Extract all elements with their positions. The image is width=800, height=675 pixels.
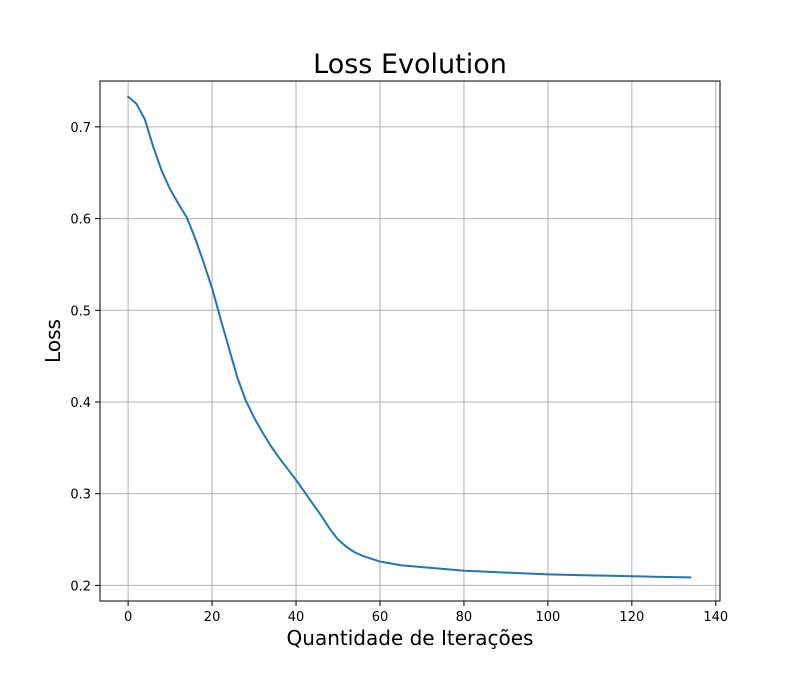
y-tick-label: 0.7	[70, 121, 91, 136]
tick-layer: 0 20 40 60 80 100 120 140 0.2 0.3 0.4 0.5 0.6 0.7	[70, 121, 728, 625]
y-tick-label: 0.6	[70, 213, 91, 228]
plot-frame	[99, 80, 721, 602]
x-tick-label: 0	[124, 610, 132, 625]
x-tick-label: 60	[372, 610, 389, 625]
x-tick-label: 80	[456, 610, 473, 625]
y-axis-label: Loss	[41, 319, 65, 363]
x-axis-label: Quantidade de Iterações	[287, 626, 534, 650]
x-tick-label: 20	[204, 610, 221, 625]
loss-series-line	[127, 95, 692, 579]
y-tick-label: 0.4	[70, 396, 91, 411]
series-layer	[127, 95, 692, 579]
x-tick-label: 100	[535, 610, 560, 625]
y-tick-label: 0.2	[70, 579, 91, 594]
x-tick-label: 120	[619, 610, 644, 625]
grid-lines	[100, 81, 720, 601]
chart-title: Loss Evolution	[313, 49, 507, 80]
x-tick-label: 40	[288, 610, 305, 625]
y-tick-label: 0.3	[70, 488, 91, 503]
y-tick-label: 0.5	[70, 304, 91, 319]
x-tick-label: 140	[703, 610, 728, 625]
